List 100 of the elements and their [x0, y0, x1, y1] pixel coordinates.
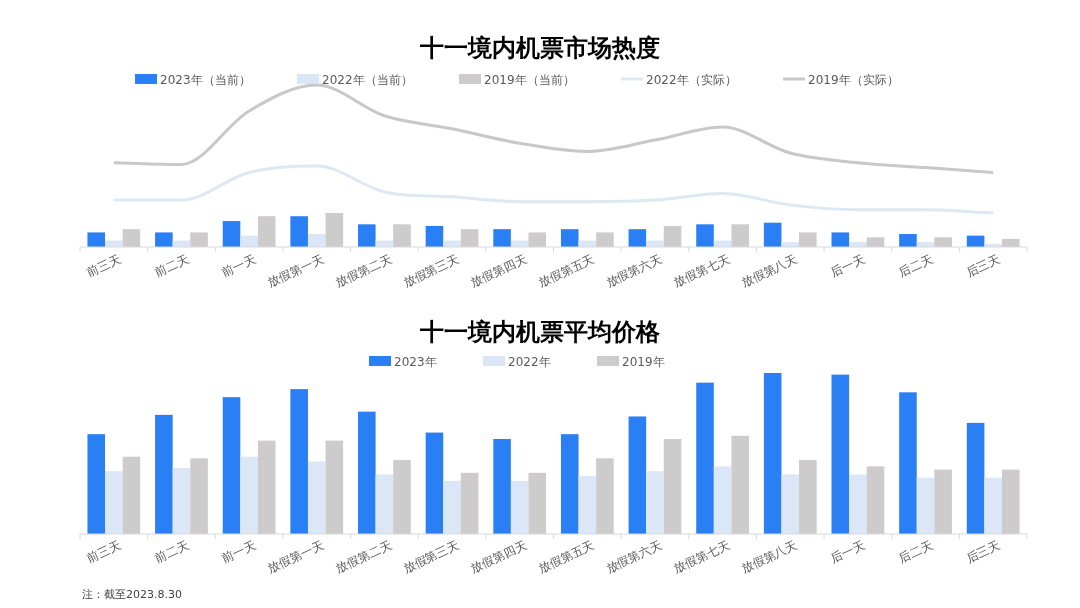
bar: [899, 392, 917, 534]
bar: [240, 235, 258, 247]
bar: [325, 212, 344, 247]
bar: [443, 480, 461, 534]
x-tick-label: 前三天: [84, 252, 124, 280]
bar: [222, 221, 241, 247]
legend-label: 2022年: [508, 355, 551, 369]
x-tick-label: 放假第三天: [401, 538, 462, 577]
bar: [696, 382, 714, 534]
bar: [155, 414, 173, 534]
x-tick-label: 放假第七天: [671, 538, 732, 577]
bar: [222, 397, 241, 534]
x-tick-label: 放假第五天: [536, 538, 597, 577]
bar: [155, 232, 173, 247]
bar: [628, 229, 647, 247]
bar: [393, 224, 411, 247]
bar: [528, 232, 547, 247]
bar: [325, 440, 344, 534]
legend-label: 2023年（当前）: [160, 73, 251, 87]
x-tick-label: 放假第二天: [333, 252, 394, 291]
bar: [763, 222, 782, 247]
bar: [460, 229, 479, 247]
x-tick-label: 放假第四天: [468, 252, 529, 291]
bar: [307, 461, 326, 534]
bar: [628, 416, 647, 534]
legend-label: 2022年（当前）: [322, 73, 413, 87]
chart-title: 十一境内机票市场热度: [419, 34, 660, 62]
bar: [934, 237, 952, 247]
x-tick-label: 放假第五天: [536, 252, 597, 291]
bar: [560, 434, 579, 534]
bar: [731, 435, 749, 534]
bar: [731, 224, 749, 247]
bar: [578, 476, 597, 534]
bar: [425, 225, 444, 247]
bar: [799, 459, 817, 534]
x-tick-label: 放假第八天: [739, 252, 800, 291]
legend-label: 2022年（实际）: [646, 73, 737, 87]
bar: [493, 229, 511, 247]
bar: [966, 422, 985, 534]
bar: [290, 389, 308, 534]
x-tick-label: 后三天: [963, 252, 1003, 280]
legend-label: 2019年: [622, 355, 665, 369]
bar: [460, 472, 479, 534]
bar: [290, 216, 308, 247]
bar: [240, 456, 258, 534]
bar: [122, 229, 141, 247]
x-tick-label: 前二天: [152, 252, 191, 280]
bar: [307, 234, 326, 247]
bar: [596, 458, 614, 534]
bar: [663, 225, 682, 247]
bar: [528, 472, 547, 534]
bar: [375, 474, 394, 534]
bar: [87, 232, 106, 247]
legend-label: 2019年（当前）: [484, 73, 575, 87]
bar: [358, 224, 376, 247]
bar: [87, 434, 106, 534]
bar: [781, 474, 800, 534]
bar: [493, 439, 511, 534]
bar: [190, 232, 208, 247]
x-tick-label: 前一天: [219, 538, 259, 566]
bar: [831, 232, 850, 247]
x-tick-label: 后一天: [828, 252, 868, 280]
x-tick-label: 前二天: [152, 538, 191, 566]
text: 注：截至2023.8.30: [82, 588, 182, 601]
x-tick-label: 放假第三天: [401, 252, 462, 291]
x-tick-label: 放假第四天: [468, 538, 529, 577]
x-tick-label: 放假第六天: [603, 538, 665, 577]
x-tick-label: 放假第六天: [603, 252, 665, 291]
bar: [105, 471, 123, 534]
bar: [849, 474, 867, 534]
x-tick-label: 放假第二天: [333, 538, 394, 577]
x-tick-label: 后二天: [896, 538, 935, 566]
bar: [934, 469, 952, 534]
x-tick-label: 后一天: [828, 538, 868, 566]
x-tick-label: 后二天: [896, 252, 935, 280]
bar: [190, 458, 208, 534]
bar: [866, 466, 885, 534]
x-tick-label: 放假第八天: [739, 538, 800, 577]
bar: [358, 411, 376, 534]
bar: [831, 374, 850, 534]
bar: [560, 229, 579, 247]
bar: [984, 477, 1002, 534]
x-tick-label: 放假第一天: [265, 252, 327, 291]
bar: [510, 480, 529, 534]
bar: [713, 466, 732, 534]
x-tick-label: 前三天: [84, 538, 124, 566]
bar: [646, 471, 664, 534]
chart-title: 十一境内机票平均价格: [419, 318, 661, 346]
bar: [172, 467, 191, 534]
bar: [763, 373, 782, 534]
x-tick-label: 放假第七天: [671, 252, 732, 291]
legend-label: 2023年: [394, 355, 437, 369]
bar: [425, 432, 444, 534]
bar: [122, 456, 141, 534]
bar: [696, 224, 714, 247]
bar: [596, 232, 614, 247]
x-tick-label: 放假第一天: [265, 538, 327, 577]
bar: [663, 439, 682, 534]
x-tick-label: 前一天: [219, 252, 259, 280]
bar: [799, 232, 817, 247]
